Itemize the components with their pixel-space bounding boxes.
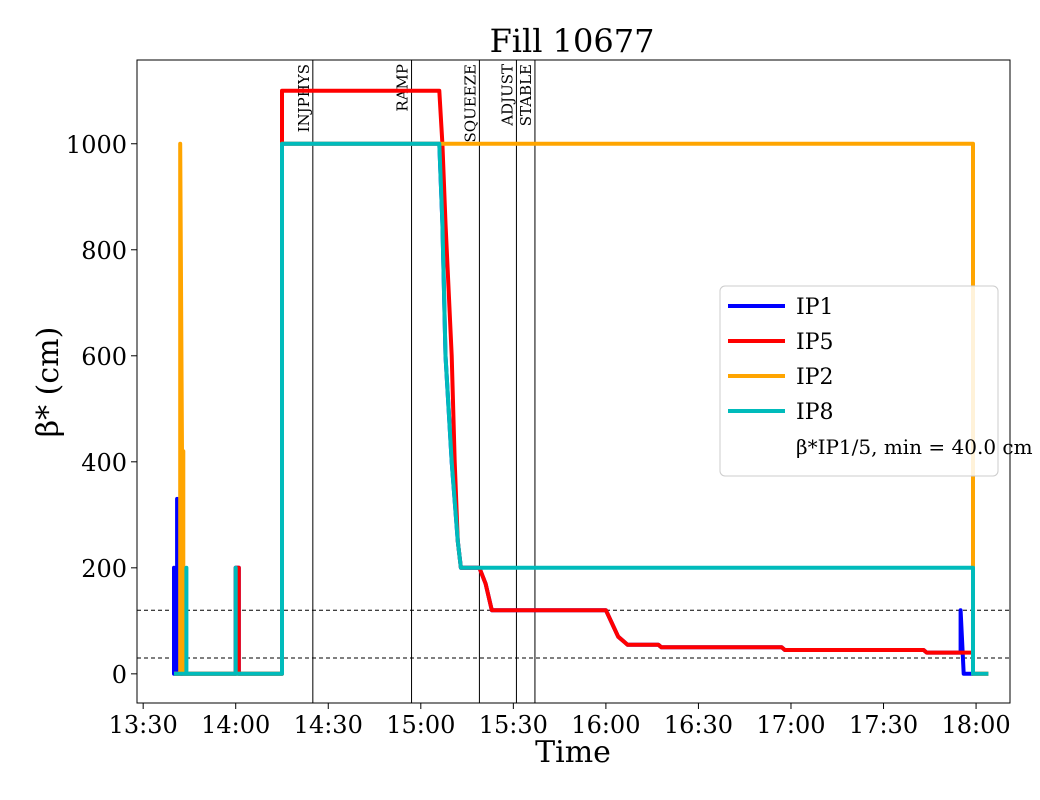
x-tick-label: 16:30 xyxy=(664,711,733,739)
x-tick-label: 15:00 xyxy=(386,711,455,739)
series-line-ip8 xyxy=(174,141,989,676)
y-tick-label: 1000 xyxy=(66,131,127,159)
legend-label-ip5: IP5 xyxy=(796,330,834,355)
legend-beta-min-note: β*IP1/5, min = 40.0 cm xyxy=(796,435,1033,459)
x-tick-label: 14:00 xyxy=(201,711,270,739)
legend: IP1 IP5 IP2 IP8 β*IP1/5, min = 40.0 cm xyxy=(719,285,1033,477)
y-tick-label: 200 xyxy=(81,555,127,583)
x-tick-label: 18:00 xyxy=(941,711,1010,739)
x-tick-label: 15:30 xyxy=(479,711,548,739)
legend-label-ip8: IP8 xyxy=(796,400,834,425)
x-tick-label: 17:00 xyxy=(756,711,825,739)
phase-label-adjust: ADJUST xyxy=(498,64,516,127)
x-tick-label: 13:30 xyxy=(109,711,178,739)
y-tick-label: 400 xyxy=(81,449,127,477)
y-tick-label: 800 xyxy=(81,237,127,265)
phase-label-ramp: RAMP xyxy=(394,64,412,112)
legend-label-ip1: IP1 xyxy=(796,295,834,320)
y-axis-label: β* (cm) xyxy=(31,327,66,438)
phase-label-squeeze: SQUEEZE xyxy=(461,64,479,143)
x-tick-label: 14:30 xyxy=(294,711,363,739)
legend-box xyxy=(719,285,999,477)
chart-title: Fill 10677 xyxy=(490,22,655,60)
phase-label-injphys: INJPHYS xyxy=(295,64,313,132)
legend-label-ip2: IP2 xyxy=(796,365,834,390)
x-tick-label: 17:30 xyxy=(849,711,918,739)
x-axis-label: Time xyxy=(535,735,611,770)
y-tick-label: 0 xyxy=(112,661,127,689)
x-tick-label: 16:00 xyxy=(571,711,640,739)
phase-label-stable: STABLE xyxy=(517,64,535,126)
y-tick-label: 600 xyxy=(81,343,127,371)
plot-frame xyxy=(136,59,1011,704)
